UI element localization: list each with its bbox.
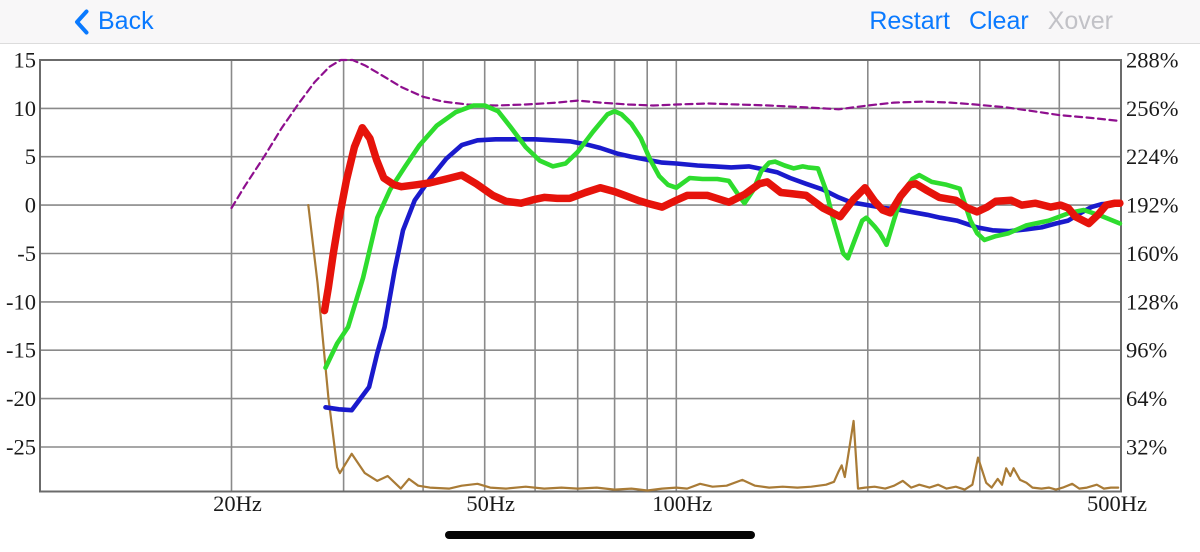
x-axis-tick-label: 50Hz (466, 491, 515, 516)
red-curve (320, 123, 1124, 315)
chart-area: 15 10 5 0 -5 -10 -15 -20 -25 288% 256% 224% 192% 160%… (0, 44, 1200, 552)
green-curve (323, 103, 1123, 370)
brown-curve (307, 204, 1120, 492)
y-axis-left-tick-label: 5 (25, 144, 36, 169)
y-axis-left-tick-label: 15 (14, 48, 37, 73)
x-axis-tick-label: 20Hz (213, 491, 262, 516)
y-axis-right-tick-label: 32% (1126, 434, 1167, 459)
navigation-bar: Back Restart Clear Xover (0, 0, 1200, 44)
plot-border (39, 59, 1122, 493)
y-axis-right-tick-label: 192% (1126, 193, 1179, 218)
y-axis-left-tick-label: -25 (6, 434, 36, 459)
y-axis-left-tick-label: -15 (6, 338, 36, 363)
restart-button[interactable]: Restart (869, 7, 950, 35)
x-axis-tick-label: 500Hz (1087, 491, 1147, 516)
y-axis-left-tick-label: -5 (17, 241, 36, 266)
back-button[interactable]: Back (74, 9, 154, 35)
y-axis-right-tick-label: 96% (1126, 338, 1167, 363)
back-chevron-icon (75, 9, 89, 34)
y-axis-right-tick-label: 64% (1126, 386, 1167, 411)
x-axis-tick-label: 100Hz (652, 491, 712, 516)
y-axis-left-tick-label: -10 (6, 289, 36, 314)
y-axis-left-tick-label: 10 (14, 96, 37, 121)
frequency-response-chart: 15 10 5 0 -5 -10 -15 -20 -25 288% 256% 224% 192% 160%… (6, 48, 1179, 517)
back-label: Back (98, 7, 154, 35)
xover-button[interactable]: Xover (1047, 7, 1113, 35)
clear-button[interactable]: Clear (968, 7, 1029, 35)
nav-right-group: Restart Clear Xover (869, 9, 1113, 34)
y-axis-right-tick-label: 288% (1126, 48, 1179, 73)
nav-left-group: Back (74, 9, 154, 35)
purple-dashed-curve (230, 58, 1121, 210)
y-axis-left-tick-label: -20 (6, 386, 36, 411)
y-axis-right-tick-label: 256% (1126, 96, 1179, 121)
y-axis-right-tick-label: 128% (1126, 289, 1179, 314)
y-axis-right-tick-label: 160% (1126, 241, 1179, 266)
home-indicator[interactable] (445, 531, 755, 539)
y-axis-right-tick-label: 224% (1126, 144, 1179, 169)
y-axis-left-tick-label: 0 (25, 193, 36, 218)
